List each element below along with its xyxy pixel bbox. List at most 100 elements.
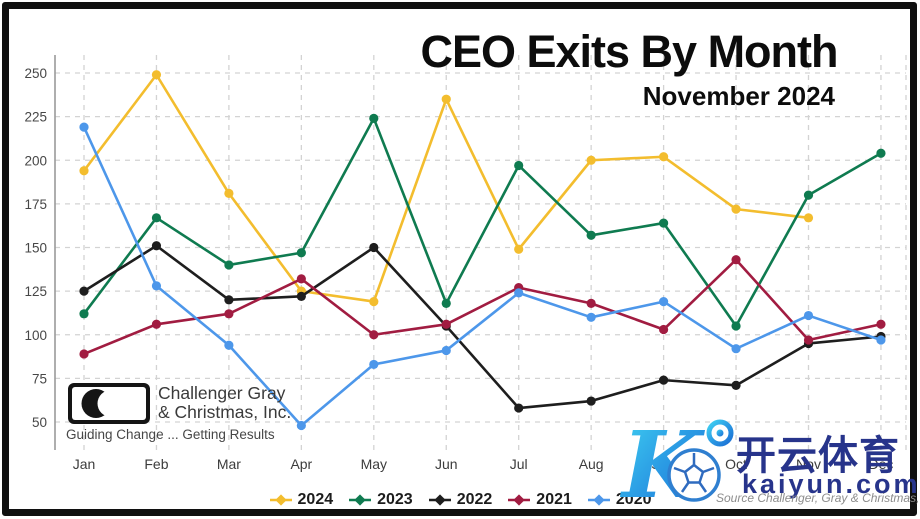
- x-tick-label: Oct: [725, 456, 747, 472]
- legend-marker-icon: [269, 494, 292, 506]
- data-point-2023: [224, 260, 234, 270]
- data-point-2022: [731, 380, 741, 390]
- y-tick-label: 125: [24, 284, 47, 299]
- kaiyun-site-link[interactable]: kaiyun.com: [742, 469, 920, 499]
- data-point-2020: [586, 312, 596, 322]
- kaiyun-watermark: K 开云体育 kaiyun.com Source Challenger, Gra…: [620, 401, 920, 519]
- y-tick-label: 100: [24, 328, 47, 343]
- legend-item-2023[interactable]: 2023: [348, 491, 413, 509]
- legend-item-2020[interactable]: 2020: [587, 491, 652, 509]
- data-point-2022: [514, 403, 524, 413]
- data-point-2023: [514, 160, 524, 171]
- data-point-2024: [441, 94, 451, 104]
- data-point-2021: [79, 349, 89, 359]
- y-tick-label: 200: [24, 153, 47, 168]
- data-point-2021: [441, 319, 451, 329]
- data-point-2021: [659, 324, 669, 335]
- data-point-2020: [441, 345, 451, 356]
- football-icon: [667, 448, 721, 502]
- legend-label: 2021: [536, 491, 572, 508]
- y-tick-label: 50: [32, 415, 47, 430]
- legend-item-2022[interactable]: 2022: [428, 491, 493, 509]
- data-point-2022: [586, 396, 596, 406]
- x-tick-label: Nov: [796, 456, 821, 472]
- legend-item-2021[interactable]: 2021: [507, 491, 572, 509]
- data-point-2023: [731, 321, 741, 331]
- y-tick-label: 225: [24, 110, 47, 125]
- data-point-2024: [586, 155, 596, 165]
- y-tick-label: 175: [24, 197, 47, 212]
- data-point-2024: [224, 188, 234, 199]
- data-point-2021: [803, 335, 814, 345]
- data-point-2020: [369, 359, 379, 370]
- x-tick-label: Feb: [144, 456, 168, 472]
- data-point-2024: [803, 213, 814, 223]
- data-point-2023: [79, 309, 89, 319]
- series-line-2023: [82, 117, 882, 328]
- data-point-2021: [151, 319, 162, 329]
- data-point-2024: [369, 296, 379, 307]
- series-line-2020: [82, 126, 882, 427]
- legend-label: 2022: [456, 491, 493, 508]
- challenger-name-line2: & Christmas, Inc.: [158, 402, 292, 422]
- data-point-2020: [514, 288, 524, 298]
- data-point-2021: [296, 274, 306, 284]
- legend: 2024 2023 2022 2021 2020: [0, 491, 920, 509]
- legend-marker-icon: [349, 494, 372, 506]
- data-point-2022: [296, 291, 306, 301]
- legend-label: 2020: [615, 491, 652, 508]
- y-tick-label: 150: [24, 241, 47, 256]
- source-note: Source Challenger, Gray & Christmas, Inc…: [716, 491, 920, 505]
- data-point-2020: [659, 296, 669, 307]
- x-tick-label: Jan: [73, 456, 96, 472]
- data-point-2020: [224, 340, 234, 350]
- series-line-2022: [83, 244, 882, 410]
- data-point-2021: [876, 319, 886, 329]
- series-line-2021: [83, 258, 882, 356]
- x-tick-label: Mar: [217, 456, 241, 472]
- data-point-2023: [151, 213, 162, 223]
- data-point-2023: [296, 248, 306, 258]
- data-point-2024: [731, 204, 741, 214]
- legend-label: 2024: [297, 491, 334, 508]
- data-point-2023: [586, 230, 596, 240]
- data-point-2024: [659, 152, 669, 162]
- data-point-2021: [731, 255, 741, 265]
- data-point-2020: [803, 310, 814, 321]
- challenger-company-name: Challenger Gray & Christmas, Inc.: [158, 384, 291, 422]
- y-tick-label: 250: [24, 66, 47, 81]
- data-point-2020: [731, 344, 741, 354]
- x-tick-label: Jun: [435, 456, 458, 472]
- data-point-2024: [514, 244, 524, 254]
- x-tick-label: May: [361, 456, 387, 472]
- data-point-2021: [224, 309, 234, 319]
- x-tick-label: Dec: [868, 456, 893, 472]
- data-point-2023: [803, 190, 814, 200]
- data-point-2023: [876, 148, 886, 158]
- data-point-2023: [369, 113, 379, 123]
- y-tick-label: 75: [32, 371, 47, 386]
- legend-marker-icon: [428, 494, 451, 506]
- kaiyun-cn-text: 开云体育: [736, 434, 900, 478]
- x-tick-label: Aug: [579, 456, 604, 472]
- challenger-tagline: Guiding Change ... Getting Results: [66, 427, 275, 442]
- data-point-2020: [876, 335, 886, 345]
- data-point-2023: [659, 218, 669, 228]
- data-point-2020: [296, 420, 306, 431]
- legend-item-2024[interactable]: 2024: [269, 491, 334, 509]
- data-point-2020: [79, 122, 89, 132]
- data-point-2022: [369, 242, 379, 253]
- challenger-name-line1: Challenger Gray: [158, 383, 286, 403]
- challenger-logo-icon: [68, 383, 150, 424]
- data-point-2021: [369, 330, 379, 340]
- legend-marker-icon: [587, 494, 610, 506]
- legend-marker-icon: [508, 494, 531, 506]
- legend-label: 2023: [377, 491, 413, 508]
- data-point-2020: [151, 281, 162, 291]
- x-tick-label: Apr: [290, 456, 312, 472]
- x-tick-label: Jul: [510, 456, 528, 472]
- data-point-2022: [224, 295, 234, 305]
- kaiyun-k-logo-icon: K: [620, 411, 734, 511]
- data-point-2024: [151, 70, 162, 80]
